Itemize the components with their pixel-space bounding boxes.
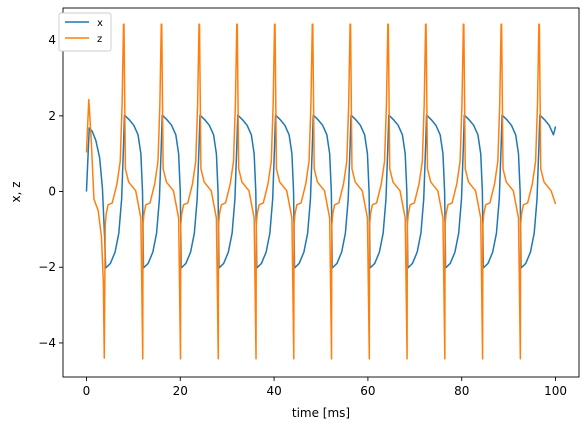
- series-line-z: [85, 23, 557, 360]
- plot-frame: [62, 7, 580, 378]
- series-layer: [85, 23, 557, 360]
- y-axis: −4 −2 0 2 4: [38, 33, 63, 350]
- series-line-x: [85, 114, 557, 269]
- x-tick-label: 40: [266, 384, 281, 398]
- legend-label-x: x: [97, 18, 103, 29]
- y-tick-label: 2: [48, 109, 56, 123]
- x-tick-label: 80: [454, 384, 469, 398]
- x-axis-title: time [ms]: [292, 406, 350, 420]
- y-tick-label: −4: [38, 336, 56, 350]
- x-axis: 0 20 40 60 80 100: [83, 377, 567, 398]
- legend-box: [58, 12, 112, 52]
- y-tick-label: −2: [38, 260, 56, 274]
- legend: x z: [58, 12, 112, 52]
- legend-label-z: z: [97, 34, 102, 45]
- y-axis-title: x, z: [9, 181, 23, 202]
- x-tick-label: 20: [173, 384, 188, 398]
- x-tick-label: 60: [360, 384, 375, 398]
- y-tick-label: 4: [48, 33, 56, 47]
- y-tick-label: 0: [48, 185, 56, 199]
- x-tick-label: 0: [83, 384, 91, 398]
- x-tick-label: 100: [544, 384, 567, 398]
